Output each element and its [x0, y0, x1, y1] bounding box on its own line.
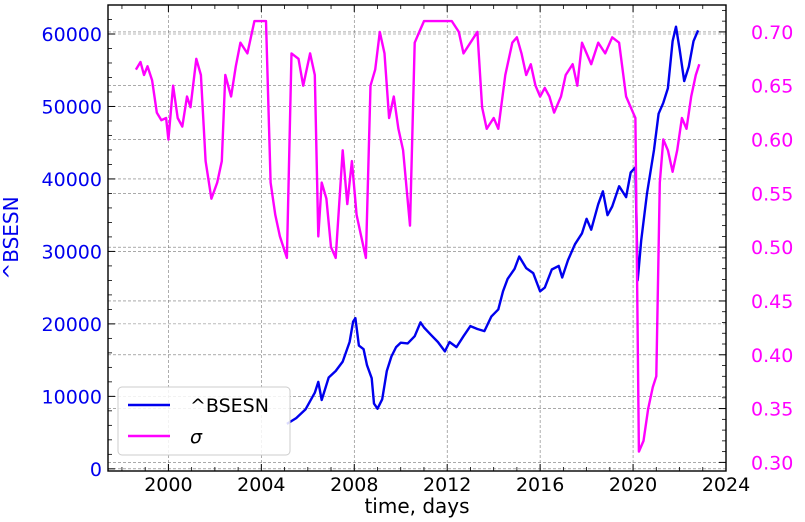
- y-right-tick-label: 0.65: [751, 76, 793, 98]
- series-layer: [134, 19, 701, 453]
- y-left-tick-label: 10000: [42, 386, 102, 408]
- plot-frame: [107, 4, 727, 472]
- y-left-tick-label: 50000: [42, 96, 102, 118]
- y-right-tick-label: 0.55: [751, 183, 793, 205]
- y-right-tick-label: 0.70: [751, 22, 793, 44]
- x-tick-label: 2024: [702, 474, 750, 496]
- legend-label: ^BSESN: [190, 395, 269, 417]
- y-right-tick-label: 0.60: [751, 130, 793, 152]
- y-right-tick-label: 0.30: [751, 452, 793, 474]
- x-tick-label: 2012: [423, 474, 471, 496]
- y-right-tick-label: 0.35: [751, 399, 793, 421]
- tick-labels-layer: 2000 2004 2008 2012 2016 2020 2024 0 10000 20000 3…: [42, 22, 794, 496]
- y-left-tick-label: 20000: [42, 314, 102, 336]
- legend-label: σ: [190, 426, 203, 448]
- ticks-layer: [108, 5, 727, 471]
- y-left-tick-label: 30000: [42, 241, 102, 263]
- series-line: [134, 19, 701, 453]
- x-tick-label: 2004: [237, 474, 285, 496]
- series-line: [286, 25, 700, 425]
- y-axis-left-label: ^BSESN: [0, 196, 23, 279]
- y-left-tick-label: 60000: [42, 24, 102, 46]
- x-axis-label: time, days: [364, 494, 469, 518]
- y-left-tick-label: 40000: [42, 169, 102, 191]
- y-right-tick-label: 0.45: [751, 291, 793, 313]
- y-right-tick-label: 0.40: [751, 345, 793, 367]
- x-tick-label: 2020: [609, 474, 657, 496]
- x-tick-label: 2000: [144, 474, 192, 496]
- x-tick-label: 2016: [516, 474, 564, 496]
- y-right-tick-label: 0.50: [751, 237, 793, 259]
- legend: ^BSESN σ: [117, 386, 291, 456]
- x-tick-label: 2008: [330, 474, 378, 496]
- y-left-tick-label: 0: [90, 459, 102, 481]
